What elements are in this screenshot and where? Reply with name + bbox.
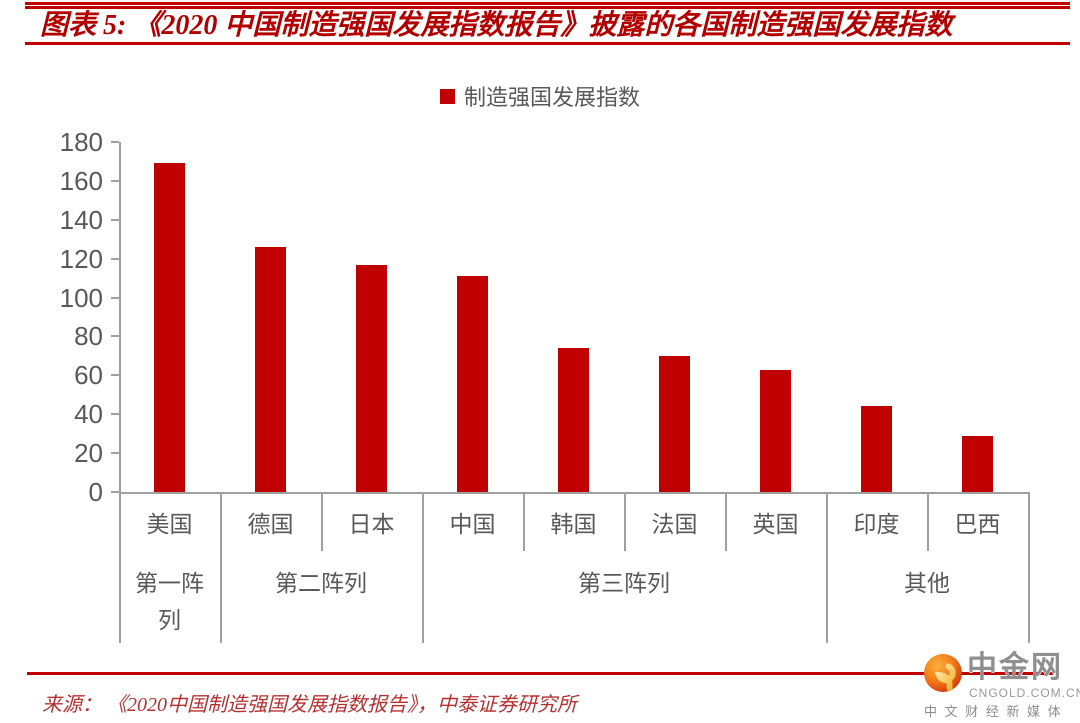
figure-title: 图表 5: 《2020 中国制造强国发展指数报告》披露的各国制造强国发展指数: [40, 10, 953, 41]
footer-rule: [27, 672, 1053, 675]
y-axis-tick: [111, 257, 119, 260]
country-divider-line: [927, 492, 929, 551]
y-axis-line: [119, 142, 121, 643]
y-axis-tick: [111, 218, 119, 221]
cngold-logo: 中金网 CNGOLD.COM.CN 中 文 财 经 新 媒 体: [920, 650, 1080, 719]
y-axis-tick: [111, 335, 119, 338]
logo-name: 中金网: [967, 651, 1063, 684]
country-label: 巴西: [954, 510, 1001, 537]
title-bottom-rule: [25, 42, 1070, 45]
bar: [962, 435, 993, 492]
y-axis-label: 100: [59, 282, 103, 313]
source-note: 来源： 《2020中国制造强国发展指数报告》，中泰证券研究所: [42, 694, 577, 716]
y-axis-tick: [111, 296, 119, 299]
bar: [154, 163, 185, 492]
legend-swatch-icon: [439, 88, 455, 104]
country-label: 印度: [853, 510, 900, 537]
country-label: 日本: [348, 510, 395, 537]
group-divider-line: [422, 492, 424, 643]
bar: [861, 406, 892, 492]
y-axis-label: 0: [88, 477, 103, 507]
y-axis-tick: [111, 491, 119, 493]
y-axis-label: 160: [59, 165, 103, 196]
y-axis-label: 120: [59, 243, 103, 274]
y-axis-tick: [111, 141, 119, 143]
group-label: 第二阵列: [275, 570, 367, 596]
x-axis-line: [119, 492, 1030, 494]
country-label: 法国: [651, 510, 698, 537]
country-label: 英国: [752, 510, 799, 537]
y-axis-tick: [111, 374, 119, 377]
legend-label: 制造强国发展指数: [463, 85, 640, 110]
country-label: 韩国: [550, 510, 597, 537]
y-axis-tick: [111, 179, 119, 182]
logo-domain: CNGOLD.COM.CN: [969, 686, 1080, 700]
country-divider-line: [725, 492, 727, 551]
country-divider-line: [523, 492, 525, 551]
title-top-rule-1: [25, 2, 1070, 5]
bar: [457, 276, 488, 492]
bar: [356, 264, 387, 492]
y-axis-tick: [111, 452, 119, 455]
group-label: 第三阵列: [578, 570, 670, 596]
group-label: 第一阵列: [135, 570, 204, 633]
group-divider-line: [1028, 492, 1030, 643]
y-axis-label: 40: [74, 399, 103, 430]
country-label: 中国: [449, 510, 496, 537]
logo-tagline: 中 文 财 经 新 媒 体: [924, 704, 1063, 719]
bar: [659, 355, 690, 492]
y-axis-label: 20: [74, 438, 103, 469]
country-divider-line: [624, 492, 626, 551]
country-divider-line: [321, 492, 323, 551]
cngold-cloud-icon: [923, 653, 963, 693]
country-label: 德国: [247, 510, 294, 537]
title-top-rule-2: [25, 6, 1070, 9]
y-axis-label: 180: [59, 127, 103, 157]
y-axis-label: 80: [74, 321, 103, 352]
group-label: 其他: [904, 570, 950, 596]
y-axis-label: 140: [59, 204, 103, 235]
bar: [760, 369, 791, 492]
group-divider-line: [220, 492, 222, 643]
bar: [558, 348, 589, 492]
bar: [255, 247, 286, 492]
y-axis-tick: [111, 413, 119, 416]
country-label: 美国: [146, 510, 193, 537]
group-divider-line: [826, 492, 828, 643]
y-axis-label: 60: [74, 360, 103, 391]
chart-legend: 制造强国发展指数: [0, 83, 1080, 110]
